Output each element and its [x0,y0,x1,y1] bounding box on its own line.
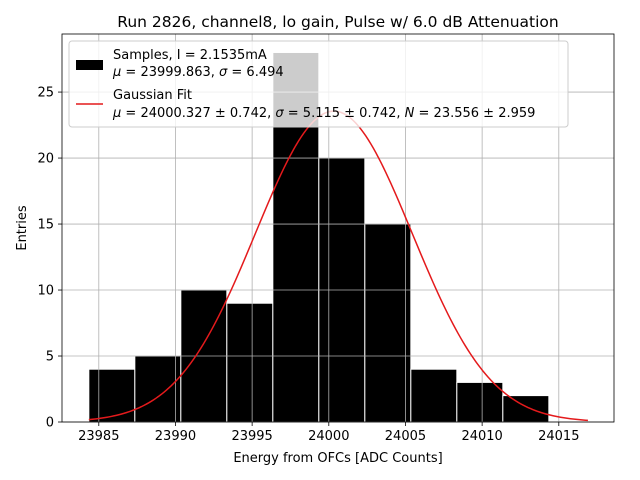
y-tick-label: 5 [46,350,54,365]
x-axis-label: Energy from OFCs [ADC Counts] [233,451,442,466]
legend-samples-swatch [76,60,103,70]
legend-samples-stats: μ = 23999.863, σ = 6.494 [112,65,284,80]
histogram-bar [134,355,182,423]
histogram-bar [226,302,274,423]
x-tick-label: 23995 [231,429,272,444]
x-tick-label: 24000 [308,429,349,444]
y-tick-label: 15 [37,218,54,233]
plot-frame [61,33,615,423]
legend: Samples, I = 2.1535mA μ = 23999.863, σ =… [68,40,569,128]
histogram-bar [502,395,550,423]
legend-fit-stats: μ = 24000.327 ± 0.742, σ = 5.115 ± 0.742… [112,106,535,121]
x-tick-label: 24015 [538,429,579,444]
y-tick-label: 0 [46,416,54,431]
chart-title: Run 2826, channel8, lo gain, Pulse w/ 6.… [117,13,558,31]
histogram-bar [364,223,412,423]
x-tick-label: 24010 [461,429,502,444]
y-tick-label: 20 [37,152,54,167]
y-tick-label: 10 [37,284,54,299]
histogram-bar [456,381,504,423]
x-axis-ticks: 23985 23990 23995 24000 24005 24010 24015 [78,422,579,444]
histogram-bar [410,368,458,423]
legend-fit-label: Gaussian Fit [113,88,192,103]
histogram-bar [88,368,136,423]
y-axis-label: Entries [15,205,30,251]
x-tick-label: 23985 [78,429,119,444]
legend-box [68,40,569,128]
legend-samples-label: Samples, I = 2.1535mA [113,48,267,63]
y-axis-ticks: 0 5 10 15 20 25 [37,86,62,431]
y-tick-label: 25 [37,86,54,101]
x-tick-label: 24005 [385,429,426,444]
x-tick-label: 23990 [155,429,196,444]
